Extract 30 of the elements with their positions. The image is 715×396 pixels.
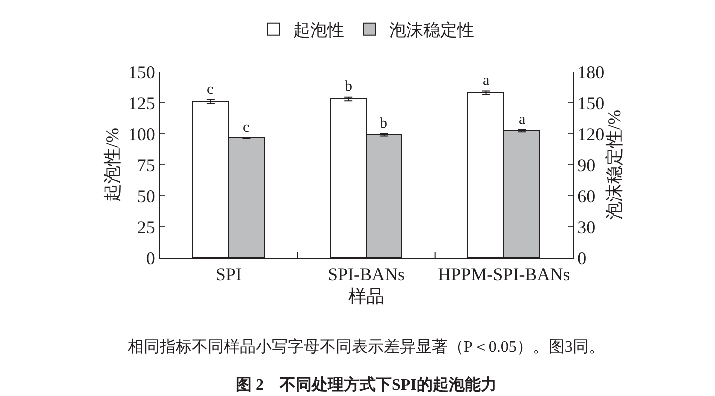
x-tick-label: SPI	[216, 264, 242, 285]
y2-tick-label: 0	[578, 248, 587, 268]
y2-tick-label: 150	[578, 93, 605, 114]
legend-label: 起泡性	[294, 21, 344, 40]
x-tick-label: SPI-BANs	[328, 264, 406, 285]
text: 图 2 不同处理方式下SPI的起泡能力	[236, 375, 497, 394]
y-tick-label: 25	[137, 217, 156, 238]
y-tick-label: 50	[137, 186, 156, 206]
y-tick-label: 75	[137, 155, 156, 176]
y2-tick-label: 90	[578, 155, 596, 176]
y-tick-label: 125	[128, 93, 156, 114]
text: 相同指标不同样品小写字母不同表示差异显著（P＜0.05）。图3同。	[128, 338, 605, 356]
data-label: c	[207, 82, 214, 98]
y2-axis-title: 泡沫稳定性/%	[604, 110, 625, 220]
data-label: a	[519, 112, 526, 128]
y-tick-label: 150	[128, 62, 156, 82]
y-tick-label: 0	[146, 248, 156, 268]
x-axis-title: 样品	[348, 286, 384, 307]
y2-tick-label: 30	[578, 217, 596, 238]
y2-tick-label: 120	[578, 124, 605, 144]
data-label: b	[380, 116, 388, 132]
data-label: b	[345, 79, 352, 95]
legend-label: 泡沫稳定性	[390, 21, 474, 40]
y2-tick-label: 180	[578, 62, 605, 82]
y-axis-title: 起泡性/%	[102, 128, 123, 202]
data-label: c	[243, 120, 250, 136]
y2-tick-label: 60	[578, 186, 596, 206]
y-tick-label: 100	[128, 124, 156, 144]
data-label: a	[483, 73, 490, 89]
x-tick-label: HPPM-SPI-BANs	[438, 264, 570, 285]
